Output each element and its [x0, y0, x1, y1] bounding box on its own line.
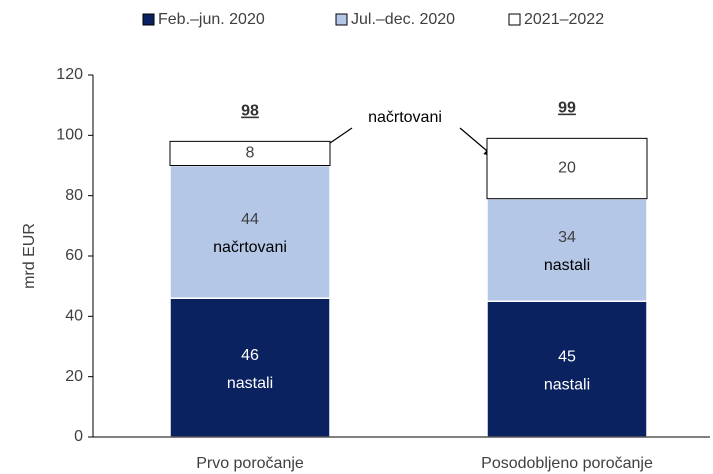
- y-tick-label: 40: [65, 308, 83, 325]
- bar-segment: [486, 300, 648, 438]
- value-label: 45: [558, 348, 576, 365]
- legend-marker: [508, 13, 521, 26]
- bar-segment: [486, 137, 648, 200]
- y-tick-label: 120: [56, 66, 83, 83]
- y-tick-label: 0: [74, 428, 83, 445]
- segment-note: nastali: [544, 376, 590, 393]
- bar-segment: [169, 140, 331, 167]
- value-label: 8: [246, 145, 255, 162]
- total: 99: [558, 100, 576, 117]
- value-label: 46: [241, 347, 259, 364]
- x-tick-label: Prvo poročanje: [196, 455, 304, 472]
- value-label: 44: [241, 211, 259, 228]
- legend-label: Feb.–jun. 2020: [158, 11, 265, 28]
- value-label: 34: [558, 229, 576, 246]
- segment-note: nastali: [544, 257, 590, 274]
- y-tick-label: 80: [65, 187, 83, 204]
- y-axis-label: mrd EUR: [21, 223, 38, 289]
- callout: načrtovani: [368, 109, 442, 126]
- legend-label: 2021–2022: [524, 11, 604, 28]
- bar-segment: [169, 297, 331, 438]
- y-tick-label: 100: [56, 127, 83, 144]
- legend-marker: [142, 13, 155, 26]
- legend-marker: [335, 13, 348, 26]
- total: 98: [241, 103, 259, 120]
- bar-segment: [486, 197, 648, 302]
- segment-note: nastali: [227, 375, 273, 392]
- y-tick-label: 60: [65, 247, 83, 264]
- segment-note: načrtovani: [213, 239, 287, 256]
- x-tick-label: Posodobljeno poročanje: [481, 455, 653, 472]
- y-tick-label: 20: [65, 368, 83, 385]
- legend-label: Jul.–dec. 2020: [351, 11, 455, 28]
- bar-segment: [169, 164, 331, 299]
- value-label: 20: [558, 160, 576, 177]
